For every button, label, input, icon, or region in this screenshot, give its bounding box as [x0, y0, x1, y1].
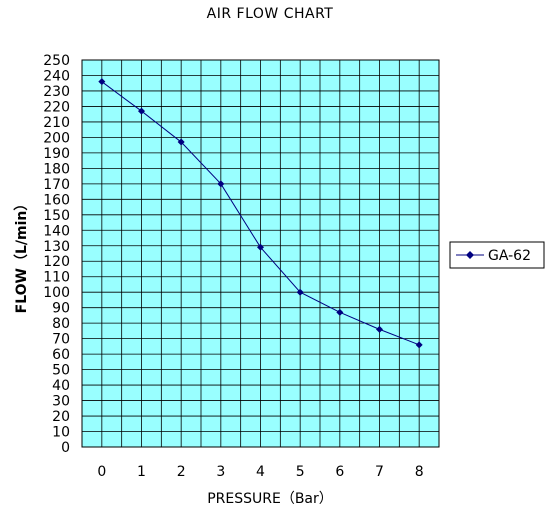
y-tick-label: 160 — [43, 192, 70, 208]
y-tick-label: 240 — [43, 68, 70, 84]
y-tick-label: 10 — [52, 425, 70, 441]
y-tick-label: 180 — [43, 161, 70, 177]
y-tick-label: 190 — [43, 146, 70, 162]
y-axis-title: FLOW（L/min） — [14, 197, 30, 314]
legend: GA-62 — [449, 241, 545, 269]
y-tick-label: 230 — [43, 84, 70, 100]
x-tick-label: 8 — [415, 464, 424, 480]
data-point — [98, 78, 106, 86]
y-tick-label: 40 — [52, 378, 70, 394]
x-tick-label: 2 — [177, 464, 186, 480]
x-axis-ticks: 0 1 2 3 4 5 6 7 8 — [97, 464, 423, 480]
x-tick-label: 0 — [97, 464, 106, 480]
chart-title: AIR FLOW CHART — [207, 6, 334, 22]
x-tick-label: 4 — [256, 464, 265, 480]
y-tick-label: 80 — [52, 316, 70, 332]
data-point — [376, 325, 383, 333]
data-point — [217, 180, 225, 188]
data-point — [336, 308, 344, 316]
data-point — [138, 107, 145, 115]
data-point — [415, 341, 423, 349]
y-tick-label: 250 — [43, 53, 70, 69]
y-axis-ticks: 0102030405060708090100110120130140150160… — [43, 53, 70, 456]
y-tick-label: 100 — [43, 285, 70, 301]
series-group — [98, 78, 423, 349]
y-tick-label: 0 — [61, 440, 70, 456]
y-tick-label: 60 — [52, 347, 70, 363]
y-tick-label: 50 — [52, 363, 70, 379]
y-tick-label: 210 — [43, 115, 70, 131]
legend-label: GA-62 — [488, 248, 531, 264]
y-tick-label: 20 — [52, 409, 70, 425]
data-point — [177, 138, 185, 146]
data-point — [296, 288, 304, 296]
y-tick-label: 170 — [43, 177, 70, 193]
y-tick-label: 70 — [52, 332, 70, 348]
y-tick-label: 90 — [52, 301, 70, 317]
x-tick-label: 5 — [296, 464, 305, 480]
x-axis-title: PRESSURE（Bar） — [207, 491, 333, 507]
x-tick-label: 6 — [335, 464, 344, 480]
grid-lines — [81, 59, 440, 448]
y-tick-label: 220 — [43, 99, 70, 115]
data-point — [257, 243, 264, 251]
y-tick-label: 140 — [43, 223, 70, 239]
y-tick-label: 130 — [43, 239, 70, 255]
y-tick-label: 110 — [43, 270, 70, 286]
y-tick-label: 150 — [43, 208, 70, 224]
y-tick-label: 120 — [43, 254, 70, 270]
x-tick-label: 3 — [216, 464, 225, 480]
legend-marker — [466, 251, 474, 259]
x-tick-label: 7 — [375, 464, 384, 480]
x-tick-label: 1 — [137, 464, 146, 480]
y-tick-label: 30 — [52, 394, 70, 410]
y-tick-label: 200 — [43, 130, 70, 146]
